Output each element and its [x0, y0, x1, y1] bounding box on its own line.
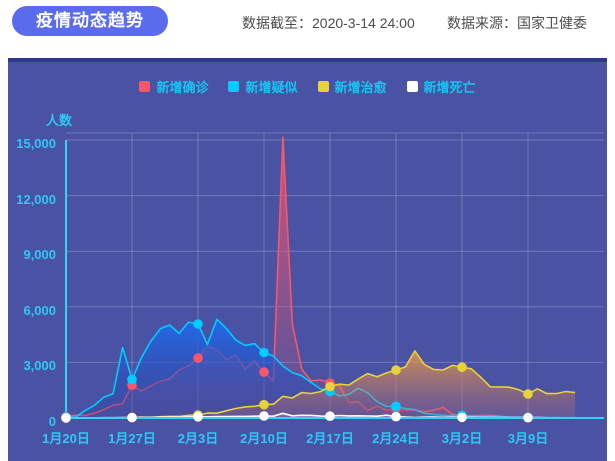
legend-swatch-icon [228, 80, 240, 92]
series-suspected-marker-dot[interactable] [391, 401, 401, 412]
trend-line-chart [61, 132, 604, 423]
series-deaths-marker-dot[interactable] [127, 412, 137, 423]
series-deaths-marker-dot[interactable] [193, 412, 203, 422]
legend-item-3[interactable]: 新增死亡 [406, 77, 476, 96]
data-source-label: 数据来源：国家卫健委 [447, 15, 587, 31]
series-deaths-marker-dot[interactable] [61, 413, 71, 423]
series-cured-area [66, 350, 576, 418]
x-axis-tick-label: 1月20日 [42, 431, 90, 446]
series-cured-marker-dot[interactable] [391, 365, 401, 375]
series-deaths-marker-dot[interactable] [325, 411, 335, 422]
legend-swatch-icon [317, 80, 329, 92]
series-deaths-marker-dot[interactable] [523, 412, 533, 423]
series-suspected-marker-dot[interactable] [259, 347, 269, 358]
x-axis-tick-label: 1月27日 [108, 431, 156, 446]
legend-item-2[interactable]: 新增治愈 [317, 77, 387, 96]
y-axis-title: 人数 [46, 113, 73, 128]
series-deaths-marker-dot[interactable] [457, 412, 467, 423]
y-axis-tick-label: 9,000 [23, 247, 56, 263]
legend-swatch-icon [406, 80, 418, 92]
series-cured-marker-dot[interactable] [457, 362, 467, 373]
page-title: 疫情动态趋势 [12, 6, 168, 36]
y-axis-tick-label: 12,000 [16, 191, 56, 207]
series-deaths-marker-dot[interactable] [391, 411, 401, 422]
x-axis-tick-label: 2月3日 [177, 431, 219, 446]
series-deaths-marker-dot[interactable] [259, 411, 269, 421]
chart-panel: 新增确诊 新增疑似 新增治愈 新增死亡 人数 15,000 12,000 9,000 6,0… [8, 58, 607, 461]
series-cured-marker-dot[interactable] [325, 381, 335, 392]
x-axis-tick-label: 2月24日 [372, 431, 420, 446]
y-axis-tick-label: 15,000 [16, 136, 56, 151]
page-header: 疫情动态趋势 数据截至：2020-3-14 24:00 数据来源：国家卫健委 [0, 0, 615, 58]
series-suspected-marker-dot[interactable] [193, 319, 203, 329]
x-axis-tick-label: 2月17日 [306, 431, 354, 446]
legend-label: 新增治愈 [334, 79, 387, 95]
legend-label: 新增疑似 [245, 79, 298, 95]
x-axis-tick-label: 3月9日 [507, 431, 549, 446]
y-axis-tick-label: 0 [48, 414, 56, 429]
series-suspected-marker-dot[interactable] [127, 374, 137, 385]
legend-label: 新增确诊 [156, 79, 209, 95]
y-axis-tick-label: 3,000 [23, 358, 56, 374]
x-axis-tick-label: 2月10日 [240, 431, 288, 446]
legend-label: 新增死亡 [423, 79, 476, 95]
y-axis-tick-label: 6,000 [23, 302, 56, 318]
x-axis-tick-label: 3月2日 [441, 431, 483, 446]
series-cured-marker-dot[interactable] [523, 389, 533, 399]
series-confirmed-marker-dot[interactable] [193, 353, 203, 363]
chart-legend: 新增确诊 新增疑似 新增治愈 新增死亡 [8, 77, 607, 96]
legend-item-0[interactable]: 新增确诊 [139, 77, 208, 96]
data-cutoff-label: 数据截至：2020-3-14 24:00 [242, 15, 415, 31]
legend-swatch-icon [139, 80, 151, 92]
legend-item-1[interactable]: 新增疑似 [228, 77, 298, 96]
series-confirmed-marker-dot[interactable] [259, 367, 269, 377]
series-suspected-area [66, 319, 576, 418]
series-cured-marker-dot[interactable] [259, 399, 269, 410]
